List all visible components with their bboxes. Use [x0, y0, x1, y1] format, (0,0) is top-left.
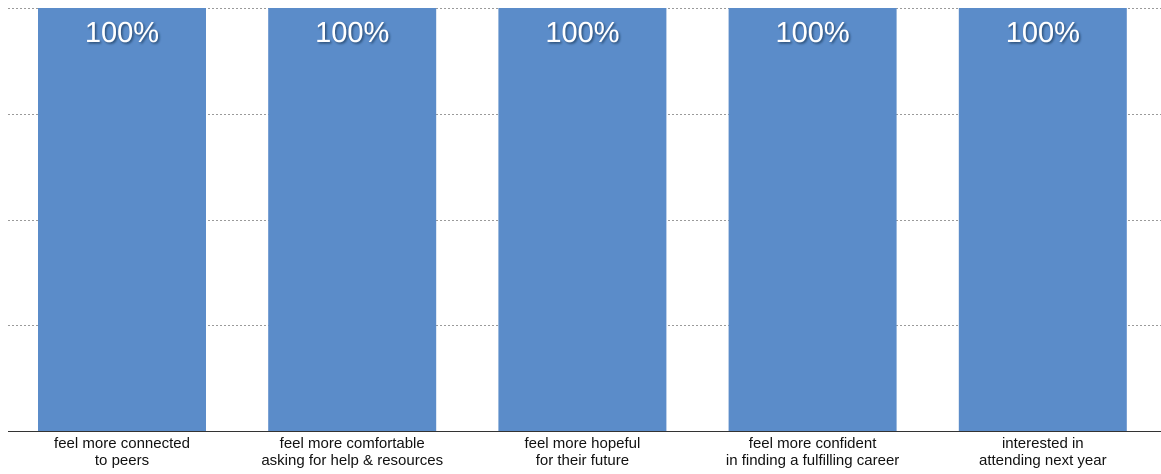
bar	[268, 8, 437, 431]
data-label: 100%	[85, 17, 159, 49]
x-tick-label: to peers	[95, 452, 149, 469]
data-labels: 100% 100% 100% 100% 100%	[85, 17, 1080, 49]
data-label: 100%	[315, 17, 389, 49]
x-tick-label: interested in	[1002, 435, 1084, 452]
x-tick-label: feel more confident	[749, 435, 877, 452]
x-tick-label: attending next year	[979, 452, 1107, 469]
x-tick-label: in finding a fulfilling career	[726, 452, 899, 469]
bar	[498, 8, 667, 431]
x-tick-label: for their future	[536, 452, 629, 469]
bar	[958, 8, 1127, 431]
x-tick-label: feel more hopeful	[524, 435, 640, 452]
bar	[38, 8, 206, 431]
x-tick-label: feel more comfortable	[280, 435, 425, 452]
data-label: 100%	[1006, 17, 1080, 49]
bar	[728, 8, 897, 431]
data-label: 100%	[776, 17, 850, 49]
x-tick-label: feel more connected	[54, 435, 190, 452]
x-tick-label: asking for help & resources	[261, 452, 443, 469]
data-label: 100%	[545, 17, 619, 49]
bars	[38, 8, 1127, 431]
